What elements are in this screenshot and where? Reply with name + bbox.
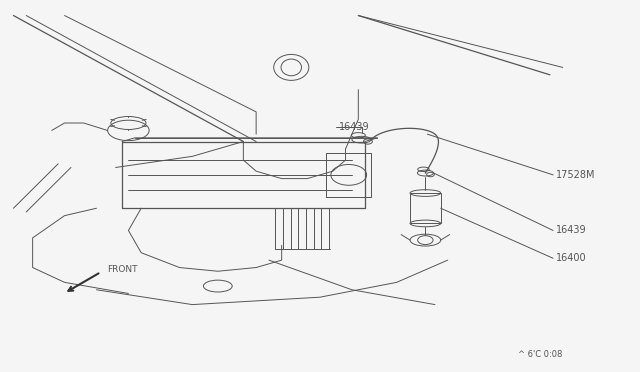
Text: ^ 6'C 0:08: ^ 6'C 0:08 [518, 350, 563, 359]
Bar [410, 193, 441, 224]
Text: 16439: 16439 [339, 122, 370, 132]
Text: 16400: 16400 [556, 253, 587, 263]
Text: 16439: 16439 [556, 225, 587, 235]
Text: 17528M: 17528M [556, 170, 596, 180]
Text: FRONT: FRONT [108, 265, 138, 274]
